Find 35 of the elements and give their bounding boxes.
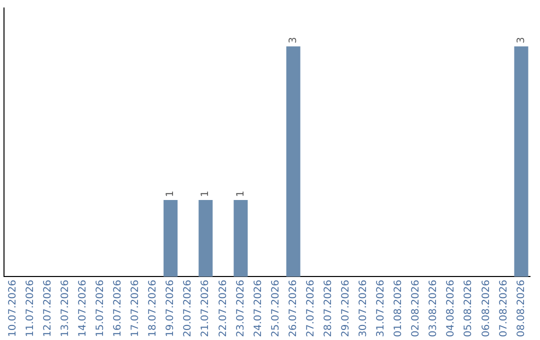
x-tick-label: 26.07.2026 (288, 280, 299, 338)
x-tick-label: 21.07.2026 (200, 280, 212, 338)
x-tick-label: 06.08.2026 (480, 280, 492, 338)
x-tick-label: 04.08.2026 (446, 280, 457, 338)
x-tick-label: 16.07.2026 (112, 280, 124, 338)
x-tick-label: 13.07.2026 (60, 280, 71, 338)
x-tick-label: 30.07.2026 (358, 280, 370, 338)
x-tick-label: 15.07.2026 (95, 280, 106, 338)
x-tick-label: 23.07.2026 (235, 280, 246, 338)
x-tick-label: 10.07.2026 (7, 280, 18, 338)
x-tick-label: 14.07.2026 (77, 280, 88, 338)
x-tick-label: 28.07.2026 (322, 280, 334, 338)
x-tick-label: 02.08.2026 (410, 280, 422, 338)
data-label: 1 (235, 190, 246, 197)
x-tick-label: 08.08.2026 (516, 280, 527, 338)
x-tick-label: 03.08.2026 (428, 280, 440, 338)
x-tick-label: 24.07.2026 (252, 280, 264, 338)
x-tick-label: 07.08.2026 (498, 280, 510, 338)
x-tick-label: 31.07.2026 (376, 280, 387, 338)
x-tick-label: 25.07.2026 (270, 280, 282, 338)
x-tick-label: 17.07.2026 (130, 280, 142, 338)
x-tick-label: 29.07.2026 (340, 280, 352, 338)
data-label: 3 (516, 37, 527, 44)
x-tick-label: 22.07.2026 (218, 280, 229, 338)
data-label: 3 (288, 37, 299, 44)
x-tick-label: 01.08.2026 (393, 280, 404, 338)
x-tick-label: 11.07.2026 (24, 280, 36, 338)
data-label: 1 (165, 190, 176, 197)
x-tick-label: 19.07.2026 (165, 280, 176, 338)
x-tick-label: 18.07.2026 (148, 280, 159, 338)
x-tick-label: 27.07.2026 (305, 280, 316, 338)
x-tick-label: 05.08.2026 (463, 280, 474, 338)
data-label: 1 (200, 190, 212, 197)
x-tick-label: 12.07.2026 (42, 280, 54, 338)
x-tick-label: 20.07.2026 (182, 280, 194, 338)
